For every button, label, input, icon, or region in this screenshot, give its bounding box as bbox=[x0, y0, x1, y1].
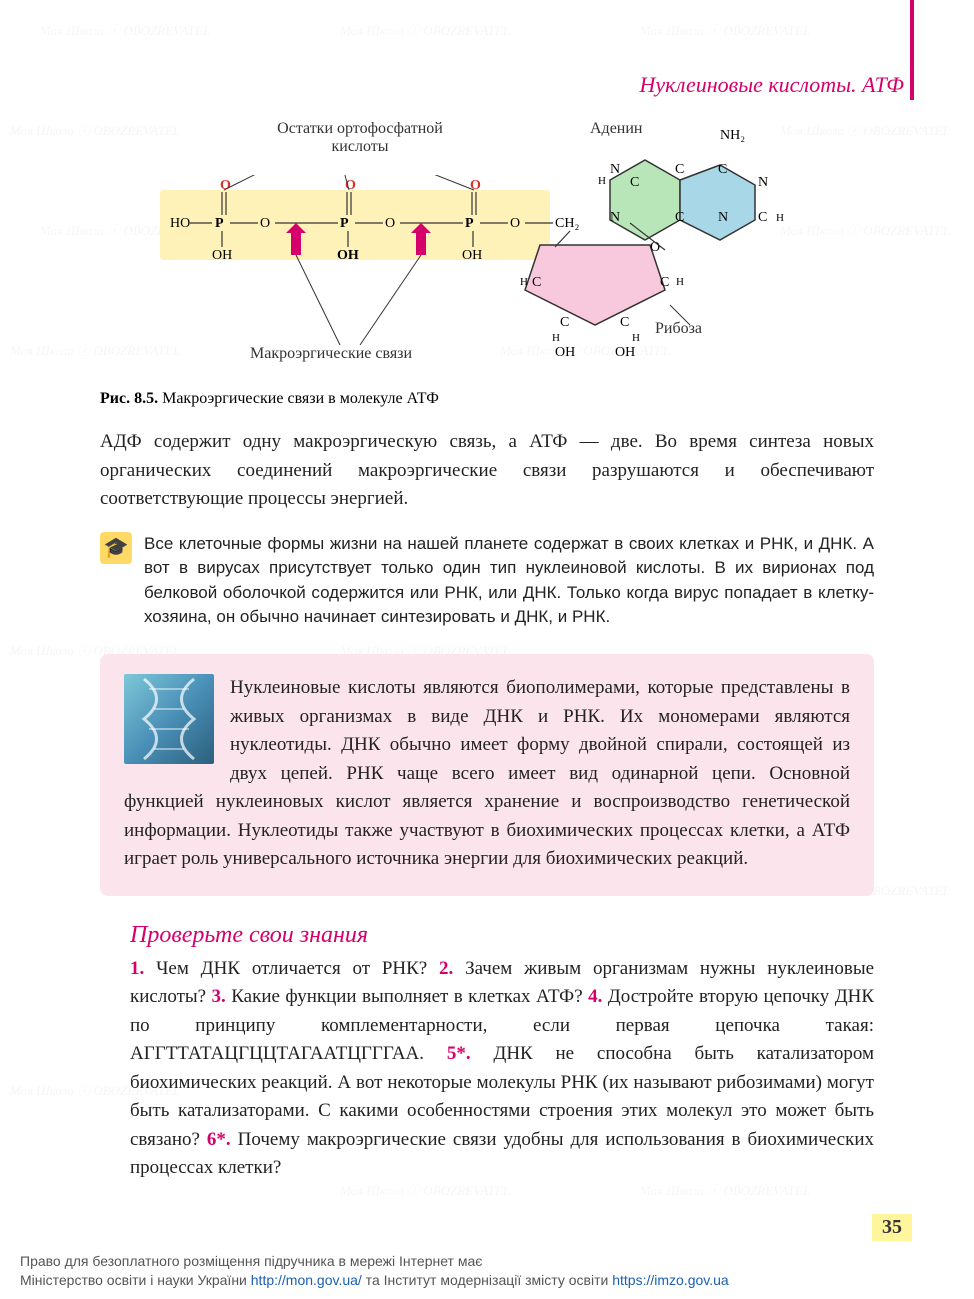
atom-ch2: CH₂ bbox=[555, 216, 579, 232]
atom-o: O bbox=[470, 178, 481, 194]
questions-header: Проверьте свои знания bbox=[130, 922, 874, 949]
footer-line2b: та Інститут модернізації змісту освіти bbox=[362, 1272, 612, 1288]
figure-caption: Рис. 8.5. Макроэргические связи в молеку… bbox=[100, 390, 914, 408]
footer: Право для безоплатного розміщення підруч… bbox=[20, 1252, 954, 1291]
atom-c: C bbox=[532, 275, 541, 291]
label-phosphate: Остатки ортофосфатной кислоты bbox=[250, 120, 470, 156]
question-text: Чем ДНК отличается от РНК? bbox=[156, 958, 427, 979]
graduation-cap-icon: 🎓 bbox=[100, 532, 132, 564]
atp-molecule-diagram: Остатки ортофосфатной кислоты Аденин Мак… bbox=[160, 120, 800, 380]
question-text: Почему макроэргические связи удобны для … bbox=[130, 1129, 874, 1179]
atom-oh: OH bbox=[212, 248, 232, 264]
atom-o: O bbox=[220, 178, 231, 194]
footer-link-mon[interactable]: http://mon.gov.ua/ bbox=[251, 1272, 362, 1288]
atom-p: P bbox=[215, 216, 224, 232]
atom-h: H bbox=[598, 175, 606, 187]
question-number: 5*. bbox=[447, 1043, 471, 1064]
page-number: 35 bbox=[872, 1214, 912, 1241]
atom-oh: OH bbox=[615, 345, 635, 361]
atom-h: H bbox=[632, 332, 640, 344]
summary-box: Нуклеиновые кислоты являются биополимера… bbox=[100, 654, 874, 896]
question-number: 1. bbox=[130, 958, 144, 979]
info-callout: 🎓 Все клеточные формы жизни на нашей пла… bbox=[100, 532, 874, 631]
question-text: Какие функции выполняет в клетках АТФ? bbox=[231, 986, 582, 1007]
atom-oh: OH bbox=[337, 248, 359, 264]
atom-c: C bbox=[620, 315, 629, 331]
atom-p: P bbox=[465, 216, 474, 232]
atom-c: C bbox=[675, 162, 684, 178]
atom-c: C bbox=[718, 162, 727, 178]
summary-text: Нуклеиновые кислоты являются биополимера… bbox=[124, 674, 850, 874]
question-number: 4. bbox=[588, 986, 602, 1007]
atom-p: P bbox=[340, 216, 349, 232]
atom-c: C bbox=[660, 275, 669, 291]
atom-c: C bbox=[675, 210, 684, 226]
atom-c: C bbox=[758, 210, 767, 226]
info-text: Все клеточные формы жизни на нашей плане… bbox=[144, 532, 874, 631]
question-number: 2. bbox=[439, 958, 453, 979]
footer-link-imzo[interactable]: https://imzo.gov.ua bbox=[612, 1272, 728, 1288]
question-number: 6*. bbox=[207, 1129, 231, 1150]
atom-oh: OH bbox=[555, 345, 575, 361]
section-title: Нуклеиновые кислоты. АТФ bbox=[639, 72, 904, 98]
label-adenine: Аденин bbox=[590, 120, 642, 138]
footer-line2a: Міністерство освіти і науки України bbox=[20, 1272, 251, 1288]
atom-h: H bbox=[552, 332, 560, 344]
atom-h: H bbox=[520, 276, 528, 288]
footer-line1: Право для безоплатного розміщення підруч… bbox=[20, 1253, 482, 1269]
atom-n: N bbox=[758, 175, 768, 191]
question-number: 3. bbox=[212, 986, 226, 1007]
atom-h: H bbox=[776, 212, 784, 224]
atom-nh2: NH₂ bbox=[720, 128, 745, 144]
atom-o: O bbox=[650, 240, 660, 256]
label-macroergic: Макроэргические связи bbox=[250, 345, 412, 363]
questions-body: 1. Чем ДНК отличается от РНК? 2. Зачем ж… bbox=[130, 955, 874, 1183]
atom-c: C bbox=[560, 315, 569, 331]
atom-n: N bbox=[718, 210, 728, 226]
atom-n: N bbox=[610, 210, 620, 226]
dna-helix-image bbox=[124, 674, 214, 764]
body-paragraph-1: АДФ содержит одну макроэргическую связь,… bbox=[100, 428, 874, 514]
atom-o: O bbox=[345, 178, 356, 194]
atom-n: N bbox=[610, 162, 620, 178]
atom-oh: OH bbox=[462, 248, 482, 264]
atom-c: C bbox=[630, 175, 639, 191]
atom-o: O bbox=[385, 216, 395, 232]
figure-number: Рис. 8.5. bbox=[100, 390, 158, 407]
atom-h: H bbox=[676, 276, 684, 288]
figure-caption-text: Макроэргические связи в молекуле АТФ bbox=[162, 390, 439, 407]
atom-o: O bbox=[260, 216, 270, 232]
atom-o: O bbox=[510, 216, 520, 232]
atom-ho: HO bbox=[170, 216, 190, 232]
